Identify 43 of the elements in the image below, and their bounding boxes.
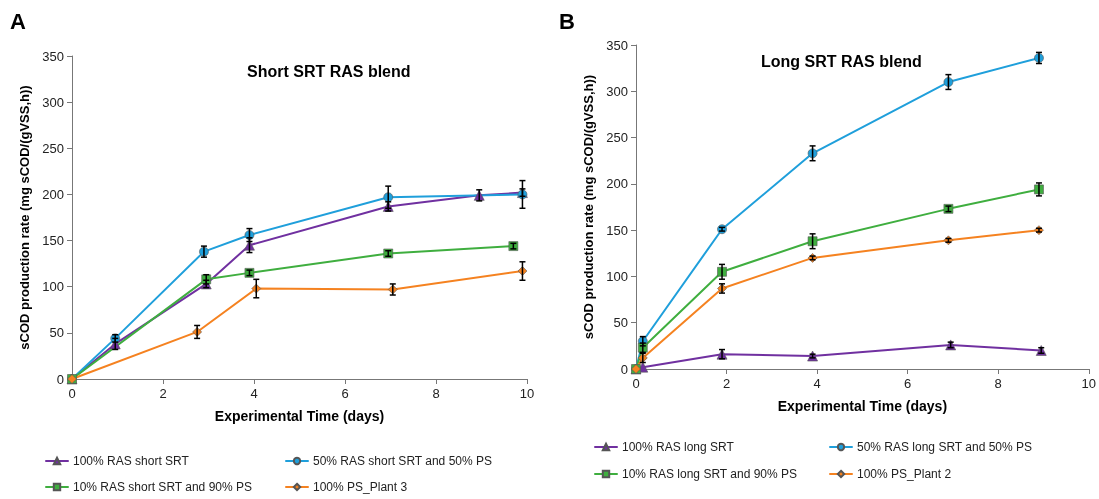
y-tick-label: 100 bbox=[42, 279, 64, 295]
y-tick-label: 200 bbox=[42, 186, 64, 202]
x-tick-label: 6 bbox=[904, 376, 912, 391]
y-tick-label: 0 bbox=[620, 361, 628, 377]
chart-title: Short SRT RAS blend bbox=[247, 62, 411, 80]
legend-label: 100% RAS short SRT bbox=[73, 454, 190, 468]
x-tick-label: 2 bbox=[159, 386, 167, 401]
y-tick-label: 150 bbox=[42, 233, 64, 249]
x-tick-label: 8 bbox=[994, 376, 1002, 391]
x-tick-label: 2 bbox=[722, 376, 731, 391]
y-tick-label: 300 bbox=[42, 94, 64, 110]
legend-label: 10% RAS long SRT and 90% PS bbox=[622, 467, 797, 481]
text: B bbox=[559, 8, 575, 34]
x-tick-label: 0 bbox=[632, 376, 640, 391]
y-tick-label: 100 bbox=[606, 268, 628, 284]
x-tick-label: 0 bbox=[68, 386, 76, 401]
y-tick-label: 350 bbox=[42, 48, 64, 64]
legend-label: 10% RAS short SRT and 90% PS bbox=[73, 480, 252, 494]
y-tick-label: 50 bbox=[49, 325, 64, 341]
y-tick-label: 50 bbox=[613, 315, 628, 331]
x-tick-label: 4 bbox=[813, 376, 821, 391]
chart-title: Long SRT RAS blend bbox=[761, 52, 922, 70]
legend-label: 100% PS_Plant 2 bbox=[857, 467, 952, 481]
y-tick-label: 200 bbox=[606, 176, 628, 192]
x-tick-label: 10 bbox=[1081, 376, 1096, 391]
x-tick-label: 10 bbox=[519, 386, 535, 401]
legend-label: 50% RAS short SRT and 50% PS bbox=[313, 454, 492, 468]
legend-label: 50% RAS long SRT and 50% PS bbox=[857, 440, 1032, 454]
x-tick-label: 4 bbox=[250, 386, 258, 401]
y-tick-label: 250 bbox=[42, 140, 64, 156]
y-axis-title: sCOD production rate (mg sCOD/(gVSS,h)) bbox=[17, 85, 33, 350]
x-axis-title: Experimental Time (days) bbox=[214, 408, 385, 424]
y-tick-label: 300 bbox=[606, 83, 628, 99]
x-tick-label: 6 bbox=[341, 386, 349, 401]
legend-label: 100% PS_Plant 3 bbox=[313, 480, 408, 494]
y-axis-title: sCOD production rate (mg sCOD/(gVSS,h)) bbox=[581, 74, 597, 340]
text: A bbox=[10, 8, 26, 34]
y-tick-label: 350 bbox=[606, 37, 628, 53]
x-axis-title: Experimental Time (days) bbox=[777, 398, 948, 414]
y-tick-label: 150 bbox=[606, 222, 628, 238]
y-tick-label: 250 bbox=[606, 130, 628, 146]
legend-label: 100% RAS long SRT bbox=[622, 440, 735, 454]
x-tick-label: 8 bbox=[432, 386, 440, 401]
